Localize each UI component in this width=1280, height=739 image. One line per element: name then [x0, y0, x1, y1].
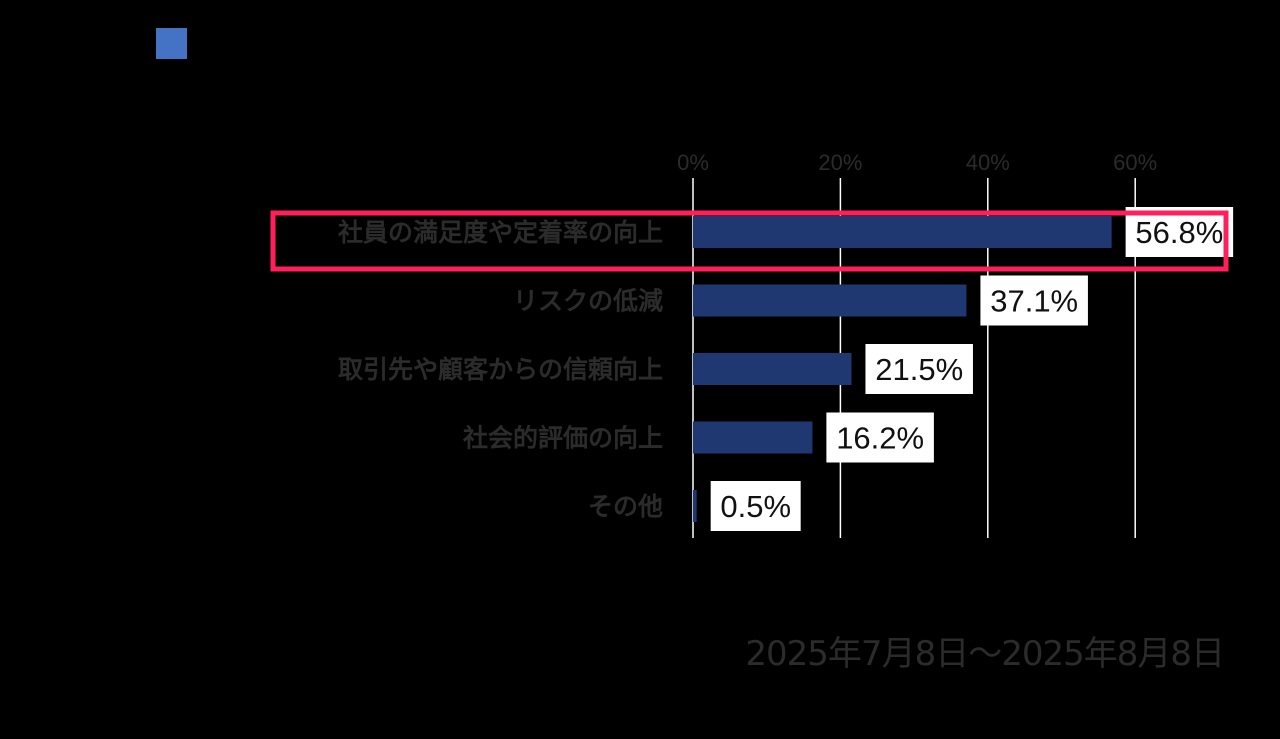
- x-tick-label: 40%: [966, 150, 1010, 175]
- category-label: その他: [588, 492, 663, 521]
- data-label: 56.8%: [1135, 215, 1223, 250]
- category-label: リスクの低減: [513, 287, 663, 316]
- bar: [693, 421, 813, 454]
- highlight-box: [270, 210, 1229, 272]
- category-label: 社員の満足度や定着率の向上: [338, 218, 663, 247]
- bar: [693, 353, 852, 385]
- bar: [693, 490, 697, 522]
- x-tick-label: 20%: [818, 150, 862, 175]
- x-axis-ticks: 0% 20% 40% 60%: [677, 150, 1157, 175]
- x-tick-label: 60%: [1113, 150, 1157, 175]
- data-label: 21.5%: [875, 352, 963, 387]
- data-label: 37.1%: [990, 284, 1078, 319]
- category-labels: 社員の満足度や定着率の向上リスクの低減取引先や顧客からの信頼向上社会的評価の向上…: [338, 218, 663, 521]
- bar: [693, 216, 1112, 248]
- data-label-box: [710, 481, 801, 531]
- survey-date-range: 2025年7月8日～2025年8月8日: [745, 634, 1225, 674]
- legend-swatch: [156, 28, 187, 59]
- x-tick-label: 0%: [677, 150, 709, 175]
- bar: [693, 284, 967, 317]
- data-label-box: [826, 412, 934, 463]
- data-labels: 56.8% 37.1% 21.5% 16.2% 0.5%: [710, 207, 1234, 531]
- bars: [693, 216, 1112, 522]
- category-label: 取引先や顧客からの信頼向上: [338, 355, 663, 384]
- category-label: 社会的評価の向上: [463, 424, 663, 453]
- highlight-frame: [270, 210, 1229, 272]
- data-label-box: [980, 275, 1088, 326]
- data-label-box: [865, 344, 973, 394]
- data-label: 16.2%: [836, 421, 924, 456]
- data-label: 0.5%: [720, 489, 791, 524]
